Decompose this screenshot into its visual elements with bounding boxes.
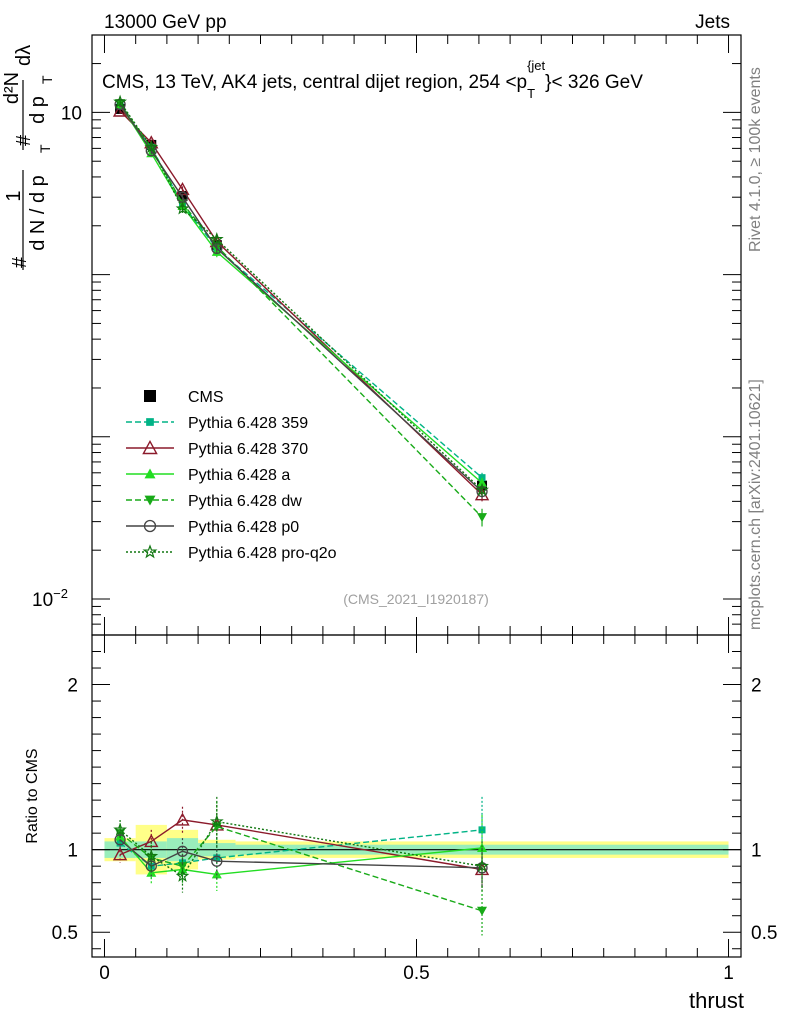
svg-text:T: T <box>37 144 53 153</box>
rivet-version-label: Rivet 4.1.0, ≥ 100k events <box>747 67 764 252</box>
ratio-y-axis-label: Ratio to CMS <box>24 748 41 843</box>
legend-label: CMS <box>188 389 224 406</box>
ratio-y-tick-label-right: 0.5 <box>751 923 777 944</box>
main-series-4 <box>115 99 488 527</box>
x-tick-label: 1 <box>723 963 734 984</box>
ratio-y-tick-label-right: 1 <box>751 841 762 862</box>
ratio-data-point <box>113 822 127 836</box>
ratio-data-point <box>175 812 190 826</box>
main-data-point <box>475 482 490 496</box>
legend-label: Pythia 6.428 359 <box>188 415 308 432</box>
main-data-point <box>209 231 224 246</box>
ratio-y-tick-label: 1 <box>67 841 78 862</box>
legend-marker <box>144 390 156 402</box>
ratio-y-tick-label-right: 2 <box>751 676 762 697</box>
main-y-axis-label: # 1 d N / d p T # d²N d p T dλ <box>1 45 55 268</box>
main-data-point <box>113 94 127 108</box>
energy-label: 13000 GeV pp <box>104 12 227 33</box>
legend-marker <box>142 544 158 559</box>
legend-label: Pythia 6.428 p0 <box>188 519 299 536</box>
category-label: Jets <box>695 12 730 33</box>
ratio-data-point <box>114 834 126 846</box>
legend-entry-3: Pythia 6.428 a <box>126 467 290 484</box>
legend-entry-0: CMS <box>144 389 224 406</box>
main-series-group <box>112 94 490 527</box>
ratio-series-line <box>119 829 483 867</box>
ratio-data-point <box>112 847 128 861</box>
legend-marker <box>144 495 156 506</box>
ratio-data-point <box>176 845 189 857</box>
legend-entry-5: Pythia 6.428 p0 <box>126 519 299 536</box>
ratio-series-5 <box>113 796 490 893</box>
legend-label: Pythia 6.428 a <box>188 467 290 484</box>
svg-text:d p: d p <box>27 96 49 124</box>
legend: CMS Pythia 6.428 359 Pythia 6.428 370 Pythi… <box>126 389 337 562</box>
legend-entry-1: Pythia 6.428 359 <box>126 415 308 432</box>
legend-label: Pythia 6.428 370 <box>188 441 308 458</box>
ratio-data-point <box>211 855 223 867</box>
legend-marker <box>143 519 157 533</box>
x-axis-label: thrust <box>689 988 744 1013</box>
legend-entry-4: Pythia 6.428 dw <box>126 493 302 510</box>
ratio-data-point <box>175 868 190 882</box>
legend-label: Pythia 6.428 dw <box>188 493 302 510</box>
svg-text:dλ: dλ <box>13 45 35 66</box>
main-data-point <box>112 103 128 117</box>
svg-text:d²N: d²N <box>1 72 23 104</box>
analysis-id-watermark: (CMS_2021_I1920187) <box>343 591 489 607</box>
legend-marker <box>142 439 158 455</box>
svg-text:#: # <box>13 134 35 146</box>
main-y-tick-exponent: −2 <box>53 586 68 601</box>
main-data-point <box>114 98 126 111</box>
main-data-point <box>477 513 488 523</box>
main-data-point <box>144 139 159 154</box>
main-series-line <box>119 110 483 496</box>
mcplots-label: mcplots.cern.ch [arXiv:2401.10621] <box>747 379 764 630</box>
main-y-tick-label: 10−2 <box>32 586 68 611</box>
ratio-uncertainty-band <box>92 824 741 875</box>
svg-text:1: 1 <box>3 190 25 201</box>
legend-entry-6: Pythia 6.428 pro-q2o <box>126 544 337 562</box>
x-tick-label: 0.5 <box>403 963 429 984</box>
main-y-tick-label: 10 <box>61 103 82 124</box>
ratio-data-point <box>478 826 486 834</box>
ratio-data-point <box>477 843 488 853</box>
legend-marker <box>146 418 154 426</box>
chart-title: CMS, 13 TeV, AK4 jets, central dijet reg… <box>102 58 643 101</box>
ratio-y-tick-label: 2 <box>67 676 78 697</box>
ratio-data-point <box>475 858 490 873</box>
ratio-axis-ticks: 0.5 0.5 1 1 2 2 0 0.5 1 <box>52 635 777 984</box>
main-series-line <box>119 104 483 493</box>
ratio-data-point <box>145 860 157 872</box>
svg-text:T: T <box>39 75 55 84</box>
x-tick-label: 0 <box>99 963 110 984</box>
main-data-point <box>175 201 190 215</box>
ratio-data-point <box>209 814 224 828</box>
svg-text:d N / d p: d N / d p <box>27 175 49 251</box>
main-series-line <box>119 105 483 479</box>
ratio-data-point <box>177 862 188 872</box>
ratio-series-group <box>112 796 490 936</box>
main-data-point <box>477 477 488 487</box>
legend-marker <box>144 468 156 479</box>
legend-label: Pythia 6.428 pro-q2o <box>188 545 337 562</box>
main-series-line <box>119 101 483 491</box>
svg-text:#: # <box>9 256 31 268</box>
main-series-6 <box>113 94 490 497</box>
ratio-plot-frame <box>91 634 742 958</box>
ratio-data-point <box>477 906 488 916</box>
legend-entry-2: Pythia 6.428 370 <box>126 439 308 458</box>
ratio-data-point <box>144 848 159 863</box>
ratio-y-tick-label: 0.5 <box>52 923 78 944</box>
main-axis-ticks: 1021010−2 <box>32 34 741 636</box>
